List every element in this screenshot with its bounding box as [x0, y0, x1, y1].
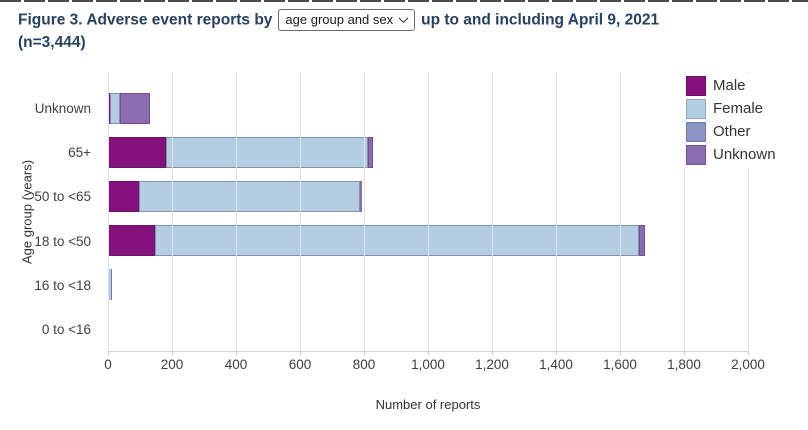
- bar-segment-unknown[interactable]: [368, 136, 374, 168]
- x-tick-label: 1,800: [667, 357, 701, 372]
- gridline-x-200: [172, 72, 173, 351]
- bar-segment-male[interactable]: [108, 225, 156, 257]
- x-tick-label: 200: [160, 357, 184, 372]
- tickmark-x-2000: [748, 351, 749, 355]
- gridline-x-800: [364, 72, 365, 351]
- bar-segment-unknown[interactable]: [639, 225, 645, 257]
- x-tick-label: 2,000: [731, 357, 765, 372]
- tickmark-x-1800: [684, 351, 685, 355]
- bar-segment-female[interactable]: [138, 180, 360, 212]
- gridline-x-1200: [492, 72, 493, 351]
- legend-swatch-male: [686, 75, 706, 96]
- legend-label: Male: [713, 77, 746, 94]
- bar-row-50-to-65: [108, 174, 748, 218]
- gridline-x-0: [108, 72, 109, 351]
- view-dropdown-value: age group and sex: [285, 11, 394, 27]
- bar-segment-unknown[interactable]: [360, 180, 363, 212]
- tickmark-x-600: [300, 351, 301, 355]
- tickmark-x-200: [172, 351, 173, 355]
- x-tick-label: 600: [288, 357, 312, 372]
- title-prefix: Figure 3. Adverse event reports by: [18, 11, 273, 29]
- y-tick-label: 50 to <65: [34, 189, 91, 205]
- legend-label: Other: [713, 123, 751, 140]
- legend-swatch-unknown: [686, 144, 706, 165]
- stacked-bar: [108, 180, 748, 212]
- gridline-x-2000: [748, 72, 749, 351]
- y-tick-label: Unknown: [34, 100, 91, 116]
- gridline-x-400: [236, 72, 237, 351]
- bar-segment-female[interactable]: [108, 269, 111, 301]
- chevron-down-icon: [398, 13, 409, 23]
- x-tick-label: 1,200: [475, 357, 509, 372]
- x-tick-label: 1,000: [411, 357, 445, 372]
- x-tick-label: 0: [104, 357, 112, 372]
- legend: Male Female Other Unknown: [684, 74, 778, 168]
- stacked-bar: [108, 136, 748, 168]
- x-tick-label: 800: [352, 357, 376, 372]
- panel-top-border: [0, 0, 808, 2]
- gridline-x-1000: [428, 72, 429, 351]
- figure-subtitle: (n=3,444): [18, 34, 86, 52]
- figure-title-line1: Figure 3. Adverse event reports by age gr…: [18, 8, 800, 31]
- bar-segment-other[interactable]: [359, 180, 361, 212]
- legend-swatch-female: [686, 98, 706, 119]
- legend-label: Unknown: [713, 146, 776, 163]
- legend-swatch-other: [686, 121, 706, 142]
- legend-item-unknown[interactable]: Unknown: [686, 144, 776, 165]
- plot-area: [108, 72, 749, 355]
- tickmark-x-0: [108, 351, 109, 355]
- y-axis-title: Age group (years): [19, 159, 35, 265]
- gridline-x-600: [300, 72, 301, 351]
- tickmark-x-1600: [620, 351, 621, 355]
- y-tick-label: 0 to <16: [41, 322, 91, 338]
- gridline-x-1600: [620, 72, 621, 351]
- gridline-x-1400: [556, 72, 557, 351]
- x-tick-label: 1,400: [539, 357, 573, 372]
- figure-title: Figure 3. Adverse event reports by age gr…: [18, 8, 800, 54]
- bar-segment-unknown[interactable]: [119, 92, 150, 124]
- bar-segment-other[interactable]: [638, 225, 640, 257]
- bar-rows: [108, 86, 748, 351]
- gridline-x-1800: [684, 72, 685, 351]
- x-tick-label: 400: [224, 357, 248, 372]
- tickmark-x-1400: [556, 351, 557, 355]
- bar-segment-female[interactable]: [109, 92, 120, 124]
- y-tick-label: 18 to <50: [34, 233, 91, 249]
- y-axis-tick-labels: Unknown 65+ 50 to <65 18 to <50 16 to <18 0 t…: [0, 86, 100, 352]
- legend-label: Female: [713, 100, 764, 117]
- y-tick-label: 65+: [68, 144, 91, 160]
- bar-row-18-to-50: [108, 219, 748, 263]
- legend-item-female[interactable]: Female: [686, 98, 776, 119]
- bar-segment-female[interactable]: [165, 136, 369, 168]
- tickmark-x-1000: [428, 351, 429, 355]
- legend-item-other[interactable]: Other: [686, 121, 776, 142]
- x-tick-label: 1,600: [603, 357, 637, 372]
- legend-item-male[interactable]: Male: [686, 75, 776, 96]
- y-tick-label: 16 to <18: [34, 277, 91, 293]
- bar-row-65+: [108, 130, 748, 174]
- bar-segment-female[interactable]: [155, 225, 639, 257]
- x-axis-tick-labels: 0 200 400 600 800 1,000 1,200 1,400 1,600 1,800 2,…: [0, 357, 808, 375]
- title-suffix: up to and including April 9, 2021: [421, 11, 660, 29]
- tickmark-x-800: [364, 351, 365, 355]
- tickmark-x-1200: [492, 351, 493, 355]
- view-dropdown[interactable]: age group and sex: [278, 8, 416, 31]
- x-axis-title: Number of reports: [375, 397, 481, 412]
- stacked-bar: [108, 225, 748, 257]
- bar-segment-male[interactable]: [108, 180, 139, 212]
- bar-segment-male[interactable]: [108, 136, 166, 168]
- tickmark-x-400: [236, 351, 237, 355]
